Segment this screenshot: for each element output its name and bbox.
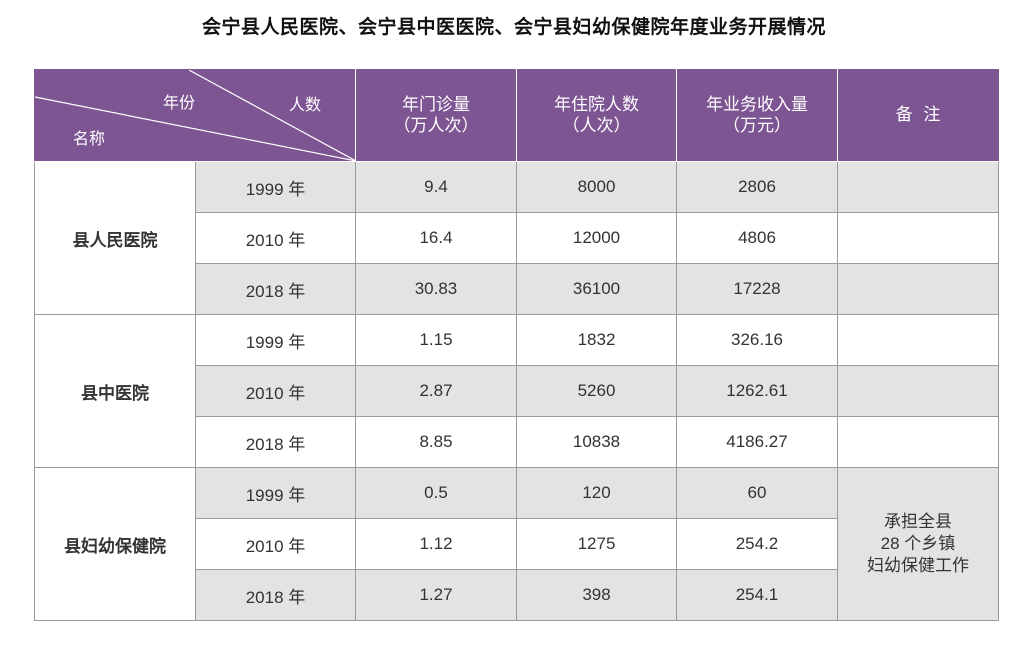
table-row: 县人民医院 1999 年 9.4 8000 2806 <box>34 161 999 315</box>
outpatient-cell: 30.83 <box>355 263 517 315</box>
outpatient-cell: 0.5 <box>355 467 517 519</box>
outpatient-cell: 8.85 <box>355 416 517 468</box>
col-header-revenue: 年业务收入量 （万元） <box>676 69 838 162</box>
outpatient-cell: 1.12 <box>355 518 517 570</box>
revenue-cell: 60 <box>676 467 838 519</box>
year-cell: 2010 年 <box>195 518 356 570</box>
inpatient-cell: 12000 <box>516 212 677 264</box>
table-row: 县妇幼保健院 1999 年 0.5 120 60 承担全县 28 个乡镇 妇幼保… <box>34 467 999 621</box>
outpatient-cell: 2.87 <box>355 365 517 417</box>
outpatient-cell: 1.15 <box>355 314 517 366</box>
outpatient-cell: 9.4 <box>355 161 517 213</box>
col-header-outpatient: 年门诊量 （万人次） <box>355 69 517 162</box>
institution-name: 县妇幼保健院 <box>34 467 196 621</box>
revenue-cell: 4806 <box>676 212 838 264</box>
inpatient-cell: 5260 <box>516 365 677 417</box>
col-header-inpatient: 年住院人数 （人次） <box>516 69 677 162</box>
inpatient-cell: 1832 <box>516 314 677 366</box>
remark-cell <box>837 263 999 315</box>
diagonal-header-cell: 年份 人数 名称 <box>34 69 356 162</box>
inpatient-cell: 36100 <box>516 263 677 315</box>
revenue-cell: 4186.27 <box>676 416 838 468</box>
page-title: 会宁县人民医院、会宁县中医医院、会宁县妇幼保健院年度业务开展情况 <box>201 16 826 38</box>
table-row: 县中医院 1999 年 1.15 1832 326.16 <box>34 314 999 468</box>
inpatient-cell: 120 <box>516 467 677 519</box>
institution-name: 县中医院 <box>34 314 196 468</box>
table-row: 2010 年 1.12 1275 254.2 <box>35 518 999 570</box>
year-cell: 1999 年 <box>195 314 356 366</box>
diagonal-lines <box>35 70 355 161</box>
remark-cell <box>837 365 999 417</box>
remark-cell: 承担全县 28 个乡镇 妇幼保健工作 <box>837 467 999 621</box>
year-cell: 2018 年 <box>195 416 356 468</box>
count-label: 人数 <box>289 95 322 114</box>
year-label: 年份 <box>163 93 196 112</box>
remark-cell <box>837 212 999 264</box>
col-header-remark: 备 注 <box>837 69 999 162</box>
remark-cell <box>837 161 999 213</box>
revenue-cell: 326.16 <box>676 314 838 366</box>
inpatient-cell: 10838 <box>516 416 677 468</box>
hospital-business-table: 年份 人数 名称 年门诊量 （万人次） 年住院人数 （人次） 年业务收入量 （万… <box>34 69 999 621</box>
revenue-cell: 2806 <box>676 161 838 213</box>
year-cell: 2010 年 <box>195 212 356 264</box>
outpatient-cell: 16.4 <box>355 212 517 264</box>
year-cell: 2018 年 <box>195 263 356 315</box>
table-header-row: 年份 人数 名称 年门诊量 （万人次） 年住院人数 （人次） 年业务收入量 （万… <box>34 69 999 162</box>
year-cell: 1999 年 <box>195 161 356 213</box>
revenue-cell: 254.1 <box>676 569 838 621</box>
table-row: 2018 年 30.83 36100 17228 <box>35 263 999 315</box>
revenue-cell: 1262.61 <box>676 365 838 417</box>
inpatient-cell: 1275 <box>516 518 677 570</box>
inpatient-cell: 8000 <box>516 161 677 213</box>
table-row: 2018 年 1.27 398 254.1 <box>35 569 999 621</box>
revenue-cell: 254.2 <box>676 518 838 570</box>
year-cell: 2010 年 <box>195 365 356 417</box>
table-row: 2018 年 8.85 10838 4186.27 <box>35 416 999 468</box>
outpatient-cell: 1.27 <box>355 569 517 621</box>
table-row: 2010 年 16.4 12000 4806 <box>35 212 999 264</box>
year-cell: 2018 年 <box>195 569 356 621</box>
inpatient-cell: 398 <box>516 569 677 621</box>
institution-name: 县人民医院 <box>34 161 196 315</box>
remark-cell <box>837 314 999 366</box>
name-label: 名称 <box>73 129 106 148</box>
remark-cell <box>837 416 999 468</box>
year-cell: 1999 年 <box>195 467 356 519</box>
revenue-cell: 17228 <box>676 263 838 315</box>
